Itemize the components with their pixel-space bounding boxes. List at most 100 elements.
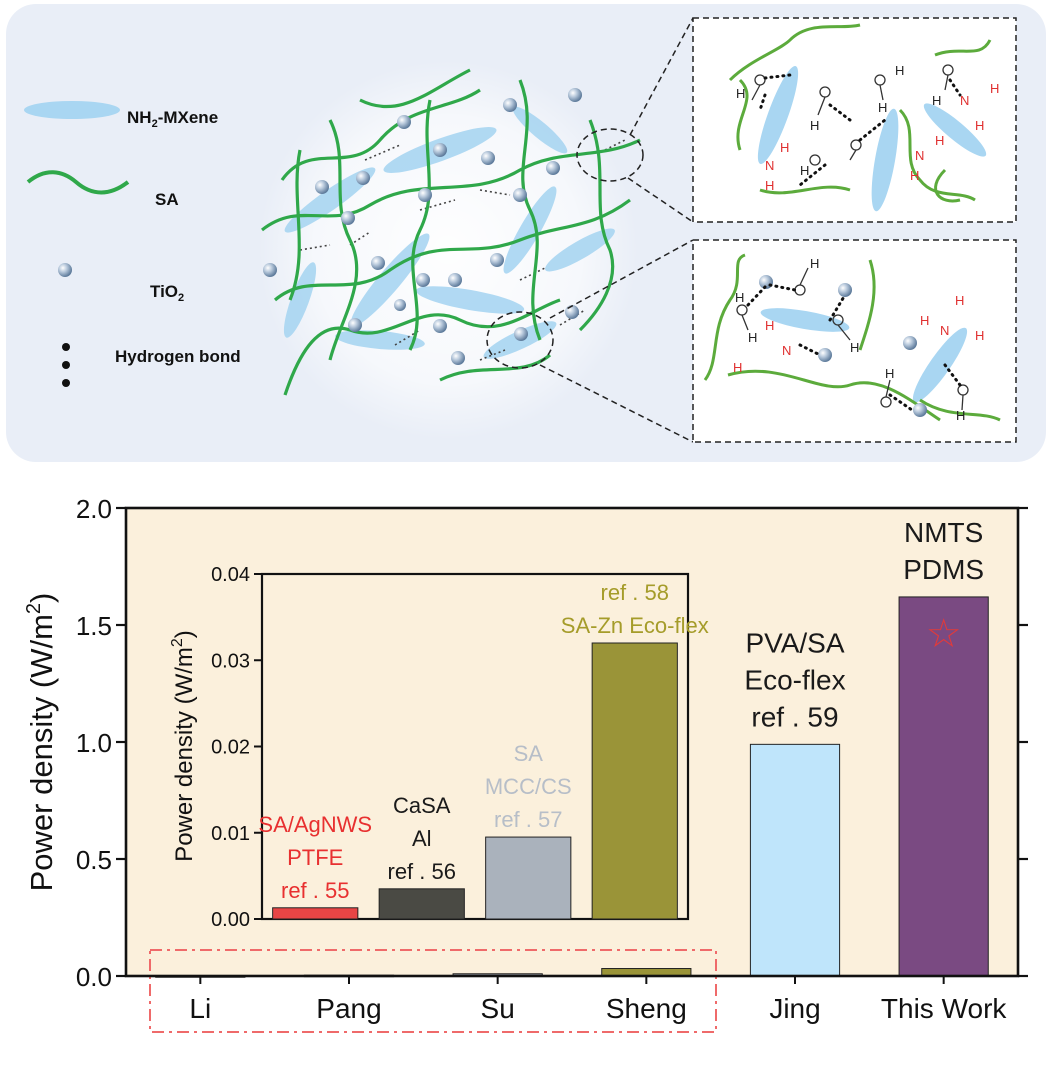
zoom-line [627,177,694,223]
bar-annotation: PVA/SA [745,627,844,658]
x-tick-label: Pang [316,993,381,1024]
bar-jing [749,743,841,977]
svg-text:H: H [810,256,819,271]
svg-text:H: H [935,133,944,148]
sa-legend-label: SA [155,190,179,209]
svg-text:H: H [733,360,742,375]
plot-frame [124,506,1020,978]
svg-text:N: N [765,158,774,173]
x-tick-label: This Work [881,993,1007,1024]
y-tick-label: 2.0 [76,494,112,524]
inset-y-tick-label: 0.03 [211,650,250,672]
x-tick-label: Su [481,993,515,1024]
inset-y-tick-label: 0.04 [211,564,250,586]
inset-bar-annotation: SA [514,741,544,766]
y-tick-label: 1.5 [76,611,112,641]
tio2-spheres [263,88,582,365]
svg-text:H: H [810,118,819,133]
mxene-legend-icon [24,101,120,119]
svg-text:H: H [990,81,999,96]
zoom-circle-bottom [486,311,554,369]
x-tick-label: Li [189,993,211,1024]
svg-text:H: H [765,318,774,333]
y-tick-label: 0.0 [76,962,112,992]
schematic-panel: NH2-MXene SA TiO2 Hydrogen bond [6,4,1046,462]
inset-bar-annotation: MCC/CS [485,774,572,799]
inset-bar-annotation: ref . 58 [601,580,669,605]
inset-bar-su [485,836,572,920]
svg-text:H: H [895,63,904,78]
inset-bar-annotation: Al [412,826,432,851]
svg-text:H: H [932,93,941,108]
svg-text:H: H [910,168,919,183]
inset-y-tick-label: 0.00 [211,909,250,931]
zoom-line [629,17,694,136]
polymer-network [258,17,694,443]
bar-annotation: Eco-flex [744,664,845,695]
zoom-top-mxene [757,66,987,212]
svg-text:H: H [736,86,745,101]
inset-bar-annotation: PTFE [287,845,343,870]
svg-text:H: H [956,408,965,423]
inset-y-tick-label: 0.02 [211,737,250,759]
svg-text:H: H [765,178,774,193]
bar-this-work [898,596,989,977]
svg-text:H: H [975,118,984,133]
inset-bar-annotation: ref . 55 [281,878,349,903]
svg-text:H: H [735,290,744,305]
tio2-legend-icon [58,263,72,277]
zoom-panel-top: H H H H H H N H H N H H N H H [692,17,1017,223]
bar-annotation: PDMS [903,554,984,585]
svg-text:H: H [955,293,964,308]
svg-text:N: N [915,148,924,163]
highlight-box [149,949,717,1033]
y-tick-label: 1.0 [76,728,112,758]
inset-bar-pang [378,888,465,920]
inset-y-tick-label: 0.01 [211,823,250,845]
x-tick-label: Jing [769,993,820,1024]
star-icon: ☆ [926,612,962,656]
hbond-legend-dot [62,343,70,351]
svg-text:H: H [850,340,859,355]
inset-bar-annotation: SA/AgNWS [258,812,372,837]
svg-text:H: H [748,330,757,345]
mxene-legend-label: NH2-MXene [127,108,218,130]
inset-y-axis-title: Power density (W/m2) [169,630,198,862]
svg-text:H: H [780,140,789,155]
svg-text:H: H [920,313,929,328]
zoom-line [539,364,694,443]
sa-legend-icon [26,170,130,195]
schematic-legend: NH2-MXene SA TiO2 Hydrogen bond [24,101,241,387]
inset-bar-sheng [591,642,678,920]
svg-text:N: N [782,343,791,358]
main-y-axis-title: Power density (W/m2) [23,593,59,892]
zoom-bottom-chains [703,253,1001,422]
svg-text:H: H [885,366,894,381]
hbond-legend-dot [62,361,70,369]
zoom-line [549,239,694,319]
bar-annotation: ref . 59 [751,701,838,732]
inset-bar-annotation: SA-Zn Eco-flex [561,613,709,638]
zoom-top-chains [728,23,992,203]
svg-text:N: N [960,93,969,108]
zoom-circle-top [576,128,644,182]
svg-text:H: H [800,163,809,178]
bar-annotation: NMTS [904,517,983,548]
zoom-bottom-mxene [760,308,968,403]
inset-bar-annotation: CaSA [393,793,451,818]
inset-bar-annotation: ref . 57 [494,807,562,832]
sa-chains [261,68,641,396]
hbond-legend-label: Hydrogen bond [115,347,241,366]
inset-bar-li [272,907,359,920]
zoom-panel-bottom: H H H H H H N H H N H H H [692,239,1017,443]
svg-text:H: H [975,328,984,343]
inset-chart: Power density (W/m2) 0.00 0.01 0.02 0.03 0.0… [169,564,709,931]
svg-text:N: N [940,323,949,338]
y-tick-label: 0.5 [76,845,112,875]
inset-bar-annotation: ref . 56 [388,859,456,884]
hbond-legend-dot [62,379,70,387]
svg-text:H: H [878,100,887,115]
x-tick-label: Sheng [606,993,687,1024]
tio2-legend-label: TiO2 [150,282,184,304]
